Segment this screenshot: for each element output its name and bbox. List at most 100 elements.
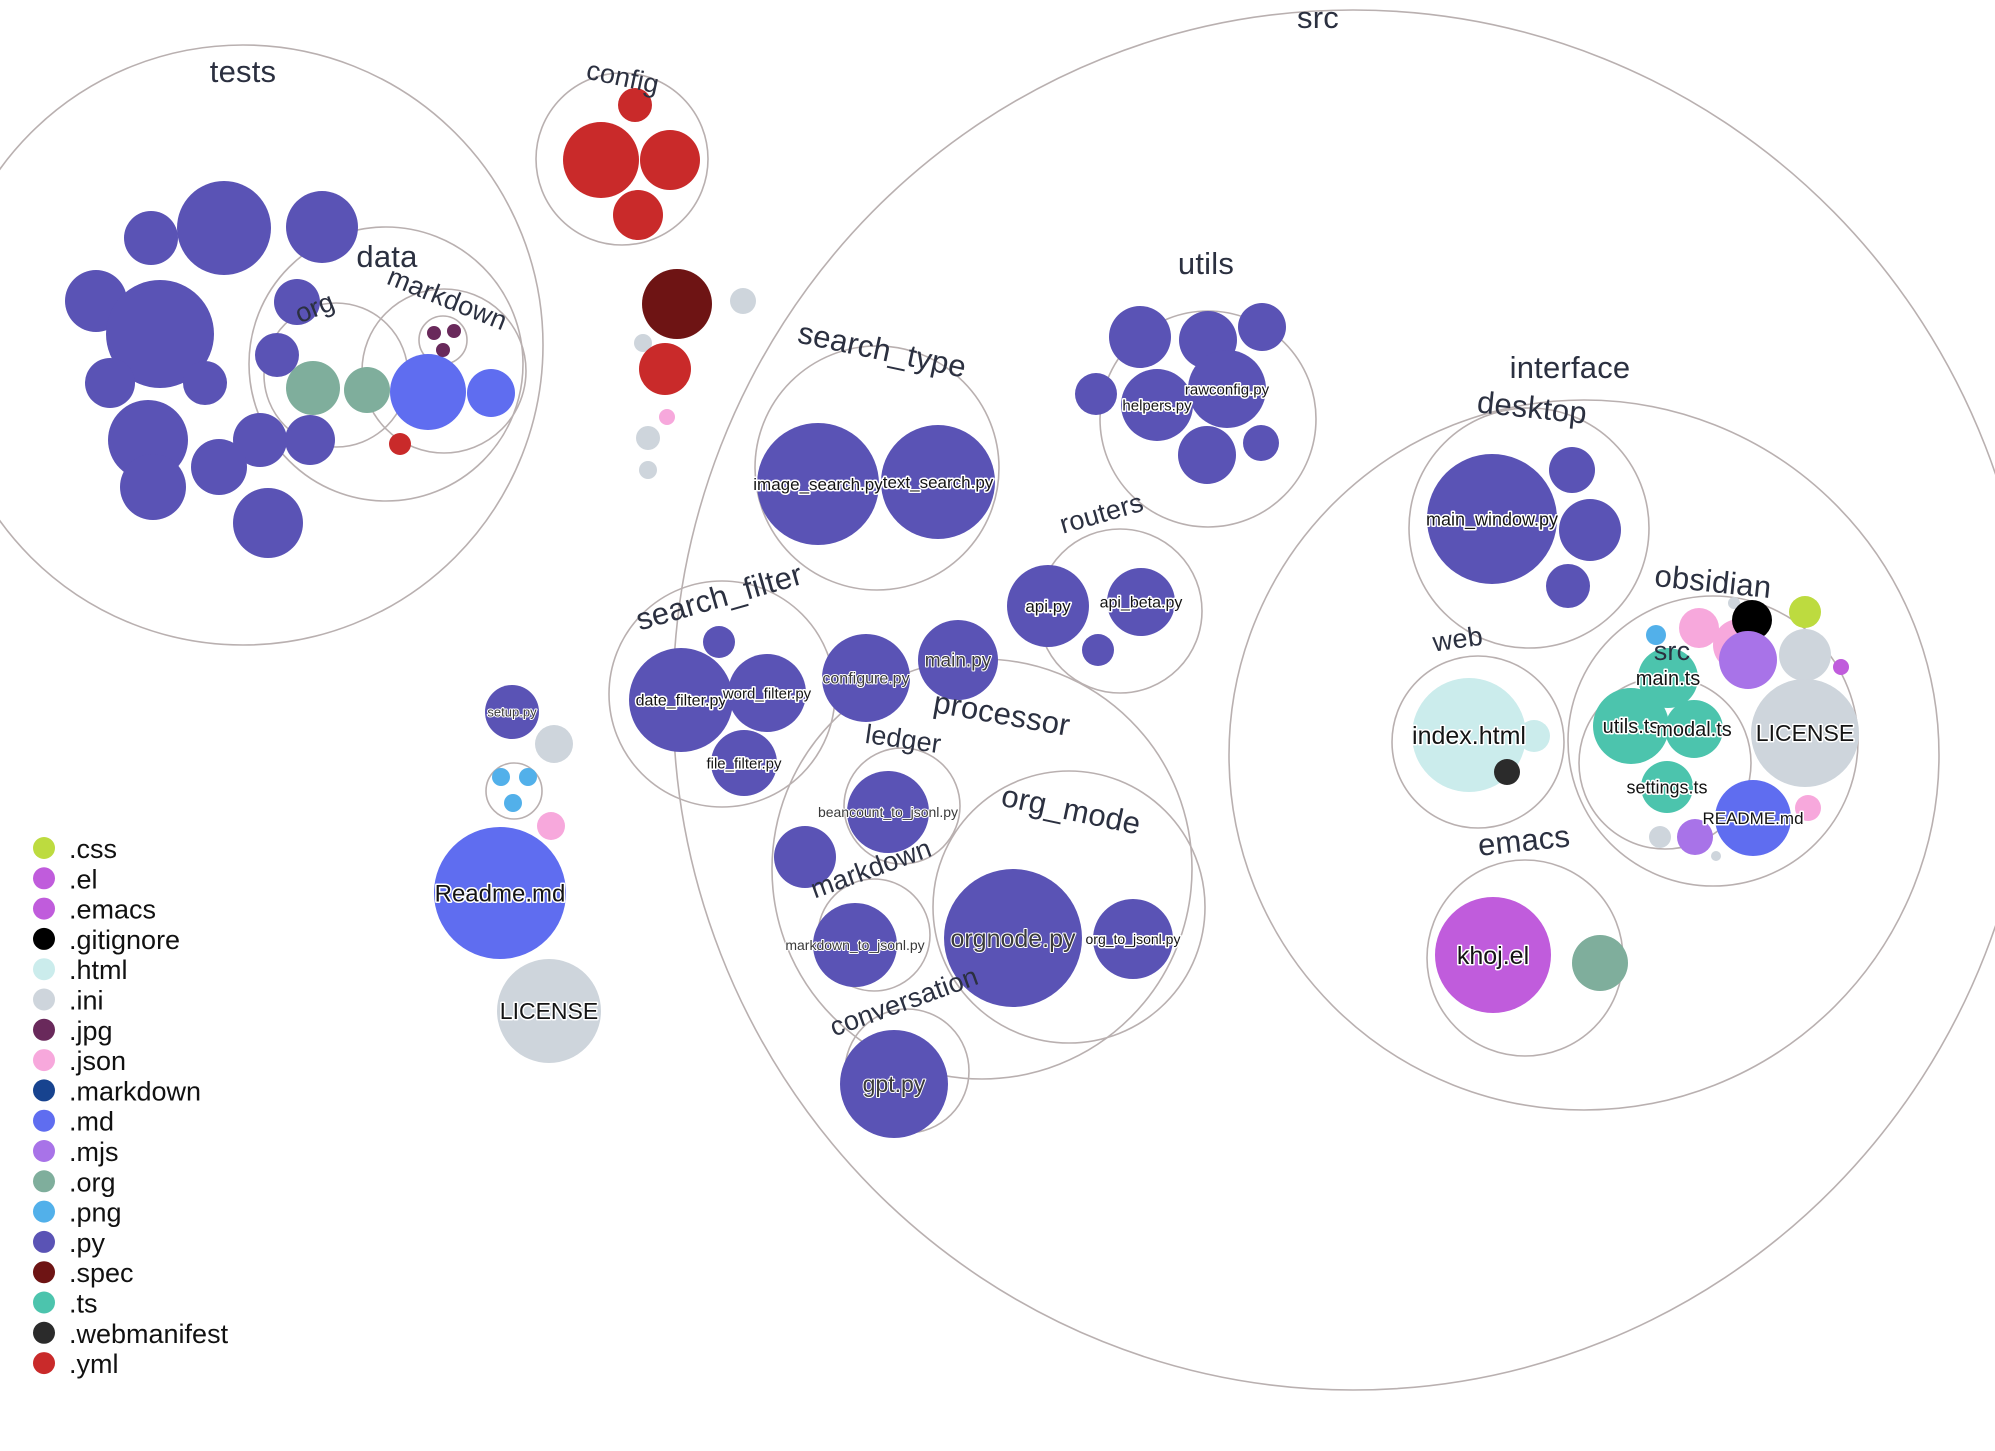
file-circle[interactable]: [447, 324, 461, 338]
file-circle[interactable]: [636, 426, 660, 450]
file-circle[interactable]: [120, 454, 186, 520]
file-circle[interactable]: [177, 181, 271, 275]
file-circle[interactable]: [1732, 600, 1772, 640]
file-circle-readme-md[interactable]: [1715, 780, 1791, 856]
file-circle-orgnode-py[interactable]: [944, 869, 1082, 1007]
group-ring-config[interactable]: [535, 72, 709, 246]
file-circle[interactable]: [492, 768, 510, 786]
legend-swatch-png[interactable]: [33, 1200, 55, 1223]
file-circle[interactable]: [634, 334, 652, 352]
legend-swatch-org[interactable]: [33, 1170, 55, 1193]
group-ring-ledger[interactable]: [843, 747, 961, 865]
legend-swatch-css[interactable]: [33, 837, 55, 859]
legend-swatch-md[interactable]: [33, 1109, 55, 1132]
legend-swatch-json[interactable]: [33, 1049, 55, 1072]
file-circle[interactable]: [1649, 826, 1671, 848]
file-circle[interactable]: [124, 211, 178, 265]
file-circle[interactable]: [1549, 447, 1595, 493]
file-circle[interactable]: [1646, 625, 1666, 645]
file-circle[interactable]: [504, 794, 522, 812]
file-circle[interactable]: [1677, 819, 1713, 855]
file-circle[interactable]: [1243, 425, 1279, 461]
file-circle-license[interactable]: [497, 959, 601, 1063]
file-circle[interactable]: [390, 354, 466, 430]
group-ring-web[interactable]: [1391, 655, 1565, 829]
file-circle[interactable]: [1075, 373, 1117, 415]
file-circle-main-ts[interactable]: [1638, 648, 1698, 708]
group-ring-data[interactable]: [248, 226, 524, 502]
file-circle[interactable]: [344, 367, 390, 413]
file-circle[interactable]: [535, 725, 573, 763]
file-circle-license[interactable]: [1751, 679, 1859, 787]
file-circle-setup-py[interactable]: [485, 685, 539, 739]
file-circle[interactable]: [436, 343, 450, 357]
file-circle[interactable]: [1559, 499, 1621, 561]
file-circle[interactable]: [286, 361, 340, 415]
file-circle-configure-py[interactable]: [822, 634, 910, 722]
file-circle-main-py[interactable]: [918, 620, 998, 700]
legend-swatch-gitignore[interactable]: [33, 927, 55, 950]
file-circle[interactable]: [85, 358, 135, 408]
file-circle[interactable]: [183, 361, 227, 405]
file-circle[interactable]: [467, 369, 515, 417]
legend-swatch-py[interactable]: [33, 1230, 55, 1253]
file-circle[interactable]: [286, 191, 358, 263]
file-circle-api-py[interactable]: [1007, 565, 1089, 647]
file-circle[interactable]: [285, 415, 335, 465]
file-circle-main-window-py[interactable]: [1427, 454, 1557, 584]
file-circle-gpt-py[interactable]: [840, 1030, 948, 1138]
group-ring-org_mode[interactable]: [932, 770, 1206, 1044]
legend-swatch-el[interactable]: [33, 867, 55, 890]
file-circle-word-filter-py[interactable]: [728, 654, 806, 732]
file-circle-utils-ts[interactable]: [1593, 688, 1669, 764]
file-circle-helpers-py[interactable]: [1121, 369, 1193, 441]
file-circle[interactable]: [774, 826, 836, 888]
file-circle-markdown-to-jsonl-py[interactable]: [813, 903, 897, 987]
file-circle[interactable]: [618, 88, 652, 122]
file-circle-beancount-to-jsonl-py[interactable]: [847, 771, 929, 853]
group-ring-tests[interactable]: [0, 44, 544, 646]
file-circle[interactable]: [639, 343, 691, 395]
file-circle[interactable]: [1728, 597, 1740, 609]
file-circle[interactable]: [1082, 634, 1114, 666]
file-circle[interactable]: [1109, 306, 1171, 368]
file-circle-file-filter-py[interactable]: [711, 730, 777, 796]
file-circle[interactable]: [563, 122, 639, 198]
legend-swatch-html[interactable]: [33, 958, 55, 981]
legend-swatch-yml[interactable]: [33, 1352, 55, 1375]
file-circle[interactable]: [1238, 303, 1286, 351]
file-circle[interactable]: [191, 439, 247, 495]
file-circle[interactable]: [703, 626, 735, 658]
file-circle[interactable]: [1795, 795, 1821, 821]
legend-swatch-markdown[interactable]: [33, 1079, 55, 1102]
file-circle[interactable]: [659, 409, 675, 425]
file-circle[interactable]: [274, 279, 320, 325]
file-circle[interactable]: [639, 461, 657, 479]
file-circle-text-search-py[interactable]: [881, 425, 995, 539]
file-circle[interactable]: [613, 190, 663, 240]
file-circle[interactable]: [1494, 759, 1520, 785]
file-circle[interactable]: [255, 333, 299, 377]
file-circle-image-search-py[interactable]: [757, 423, 879, 545]
file-circle-rawconfig-py[interactable]: [1188, 350, 1266, 428]
file-circle[interactable]: [233, 488, 303, 558]
legend-swatch-webmanifest[interactable]: [33, 1321, 55, 1344]
file-circle[interactable]: [537, 812, 565, 840]
file-circle[interactable]: [730, 288, 756, 314]
file-circle-readme-md[interactable]: [434, 827, 566, 959]
file-circle[interactable]: [1711, 851, 1721, 861]
file-circle[interactable]: [1572, 935, 1628, 991]
file-circle[interactable]: [427, 326, 441, 340]
file-circle[interactable]: [106, 280, 214, 388]
group-ring-png_group[interactable]: [485, 762, 543, 820]
file-circle[interactable]: [1546, 564, 1590, 608]
legend-swatch-jpg[interactable]: [33, 1018, 55, 1041]
file-circle[interactable]: [1789, 596, 1821, 628]
file-circle[interactable]: [640, 130, 700, 190]
file-circle[interactable]: [1178, 426, 1236, 484]
legend-swatch-spec[interactable]: [33, 1261, 55, 1284]
file-circle[interactable]: [1833, 659, 1849, 675]
group-ring-desktop[interactable]: [1408, 407, 1650, 649]
legend-swatch-mjs[interactable]: [33, 1140, 55, 1162]
group-ring-interface[interactable]: [1228, 399, 1940, 1111]
